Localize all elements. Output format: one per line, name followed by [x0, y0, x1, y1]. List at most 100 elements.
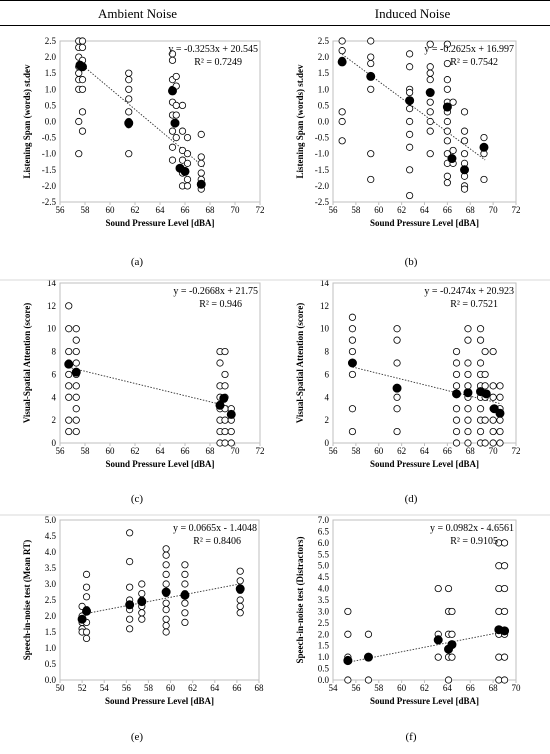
- data-point-individual: [464, 405, 472, 413]
- y-tick-label: 8: [52, 347, 57, 357]
- data-point-individual: [476, 359, 485, 367]
- data-point-individual: [138, 589, 146, 598]
- data-point-individual: [221, 347, 229, 356]
- data-point-mean: [71, 367, 81, 377]
- data-point-individual: [367, 175, 375, 184]
- x-tick-label: 64: [443, 683, 453, 693]
- data-point-mean: [124, 118, 134, 128]
- data-point-individual: [481, 347, 489, 356]
- y-axis-label: Listening Span (words) st.dev: [22, 64, 32, 179]
- y-tick-label: 10: [47, 324, 57, 334]
- data-point-individual: [426, 150, 434, 158]
- data-point-individual: [65, 370, 73, 379]
- y-tick-label: 4: [325, 392, 330, 402]
- data-point-individual: [500, 539, 509, 547]
- data-point-individual: [138, 609, 146, 617]
- data-point-individual: [348, 347, 357, 356]
- data-point-individual: [367, 53, 375, 61]
- data-point-individual: [236, 577, 244, 585]
- data-point-mean: [161, 587, 171, 597]
- y-tick-label: 0.5: [45, 659, 57, 669]
- r-squared: R² = 0.7542: [450, 57, 498, 68]
- chart-panel-6: 0.00.5 1.01.5 2.02.5 3.03.54.0 4.55.0 5.56.0 6…: [295, 515, 521, 743]
- y-tick-label: 3.5: [318, 595, 330, 605]
- y-tick-label: -1.0: [315, 149, 330, 159]
- x-tick-label: 64: [156, 205, 166, 215]
- data-point-individual: [138, 580, 146, 588]
- data-point-individual: [500, 562, 509, 570]
- x-tick-label: 60: [374, 205, 384, 215]
- data-point-individual: [452, 416, 461, 424]
- data-point-individual: [183, 159, 192, 167]
- data-point-individual: [443, 59, 451, 68]
- data-point-mean: [64, 359, 74, 369]
- data-point-individual: [348, 336, 357, 344]
- x-tick-label: 60: [106, 205, 116, 215]
- data-point-individual: [65, 325, 73, 333]
- data-point-individual: [172, 111, 180, 119]
- data-point-individual: [236, 567, 244, 575]
- data-point-individual: [426, 98, 434, 106]
- data-point-individual: [72, 427, 80, 436]
- data-point-individual: [481, 382, 489, 390]
- x-tick-label: 68: [206, 446, 216, 456]
- data-point-individual: [162, 561, 170, 569]
- data-point-individual: [126, 529, 134, 537]
- data-point-individual: [452, 359, 461, 367]
- data-point-individual: [426, 69, 434, 77]
- chart-panel-5: 0.0 0.5 1.0 1.5 2.0 2.5 3.0 3.5 4.0 4.5 5.0 50 52 54 5…: [22, 515, 264, 743]
- x-tick-label: 60: [374, 446, 384, 456]
- data-point-individual: [452, 370, 461, 379]
- data-point-mean: [425, 88, 435, 98]
- data-point-individual: [448, 607, 456, 616]
- y-tick-label: 5.5: [318, 549, 330, 559]
- data-point-individual: [406, 191, 414, 200]
- y-tick-label: -0.5: [315, 133, 330, 143]
- data-point-mean: [442, 102, 452, 112]
- x-tick-label: 60: [106, 446, 116, 456]
- trendline: [68, 366, 233, 408]
- x-tick-label: 72: [256, 205, 265, 215]
- data-point-individual: [481, 370, 489, 379]
- y-tick-label: 2.0: [318, 52, 330, 62]
- y-tick-label: 5.0: [45, 515, 57, 525]
- data-point-individual: [178, 156, 187, 164]
- data-point-mean: [489, 404, 499, 414]
- data-point-individual: [78, 76, 87, 84]
- data-point-individual: [443, 172, 451, 180]
- data-point-individual: [72, 393, 80, 401]
- data-point-individual: [183, 150, 192, 158]
- y-tick-label: 2.5: [45, 595, 57, 605]
- data-point-individual: [489, 439, 497, 447]
- data-point-individual: [183, 134, 192, 142]
- y-tick-label: 1.0: [45, 643, 57, 653]
- y-tick-label: 3.0: [318, 606, 330, 616]
- data-point-mean: [347, 358, 357, 368]
- data-point-mean: [366, 71, 376, 81]
- data-point-individual: [496, 427, 504, 436]
- y-tick-label: 2.0: [318, 629, 330, 639]
- data-point-individual: [426, 127, 434, 135]
- data-point-mean: [196, 179, 206, 189]
- data-point-individual: [496, 416, 504, 424]
- r-squared: R² = 0.9105: [450, 536, 498, 547]
- data-point-individual: [434, 653, 442, 661]
- data-point-individual: [221, 427, 229, 436]
- data-point-individual: [72, 347, 80, 356]
- data-point-individual: [489, 347, 497, 356]
- data-point-individual: [72, 359, 80, 367]
- y-tick-label: 0: [325, 438, 330, 448]
- data-point-individual: [197, 153, 205, 161]
- data-point-individual: [78, 37, 87, 45]
- y-tick-label: 0.0: [318, 117, 330, 127]
- data-point-individual: [348, 370, 357, 379]
- data-point-individual: [434, 584, 442, 593]
- data-point-mean: [363, 652, 373, 662]
- data-point-individual: [464, 382, 472, 390]
- data-point-individual: [181, 618, 189, 627]
- data-point-individual: [181, 580, 189, 588]
- y-tick-label: 1.5: [318, 68, 330, 78]
- data-point-individual: [393, 427, 401, 436]
